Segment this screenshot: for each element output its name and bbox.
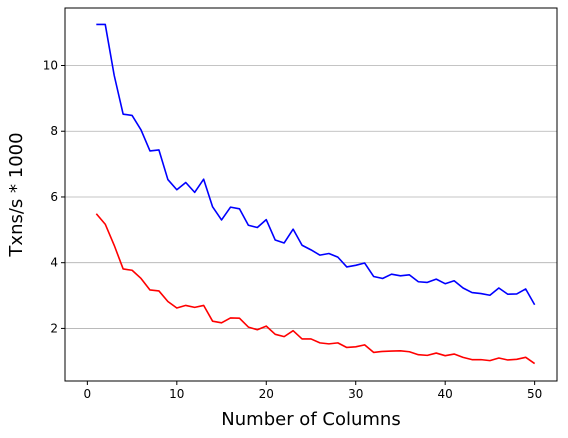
y-tick-label: 4: [50, 256, 58, 270]
y-tick-label: 8: [50, 124, 58, 138]
x-axis-ticks: 0 10 20 30 40 50: [84, 381, 542, 401]
y-tick-label: 6: [50, 190, 58, 204]
series-lines: [95, 23, 536, 365]
plot-area-frame: [64, 7, 558, 382]
x-tick-label: 50: [527, 387, 542, 401]
x-tick-label: 30: [348, 387, 363, 401]
y-axis-label: Txns/s * 1000: [6, 132, 27, 257]
x-tick-label: 20: [259, 387, 274, 401]
x-tick-label: 10: [169, 387, 184, 401]
series-line-1: [96, 23, 536, 306]
x-tick-label: 0: [84, 387, 92, 401]
grid-lines: [65, 65, 557, 329]
y-tick-label: 2: [50, 321, 58, 335]
series-line-2: [95, 213, 536, 365]
y-tick-label: 10: [43, 59, 58, 73]
x-tick-label: 40: [438, 387, 453, 401]
y-axis-ticks: 2 4 6 8 10: [43, 59, 65, 335]
x-axis-label: Number of Columns: [221, 409, 400, 430]
